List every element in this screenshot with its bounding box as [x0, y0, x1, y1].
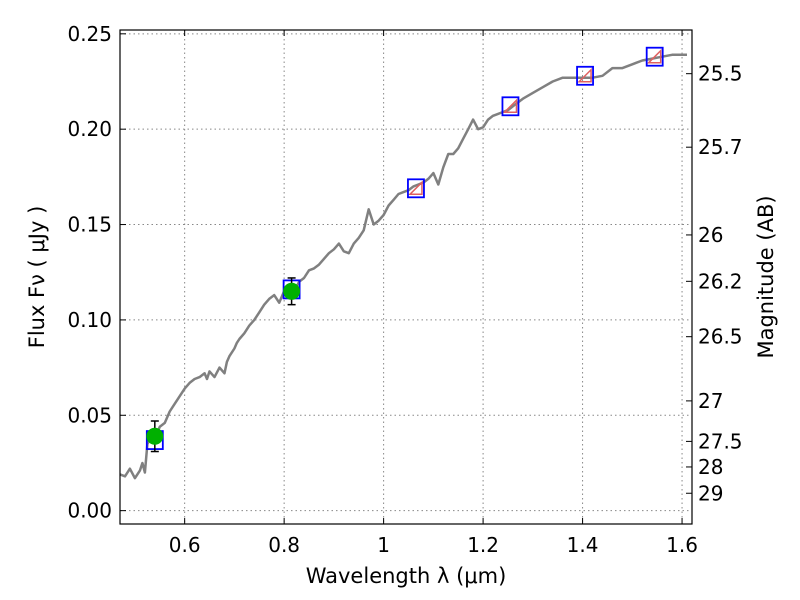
spectrum-series	[119, 53, 687, 480]
magnitude-tick-label: 26	[698, 223, 723, 247]
upper-limit-marker	[502, 98, 518, 114]
x-tick-label: 1.4	[567, 533, 599, 557]
magnitude-tick-label: 27.5	[698, 429, 743, 453]
y-tick-label: 0.10	[67, 308, 112, 332]
magnitude-tick-label: 28	[698, 455, 723, 479]
tick-labels: 0.6 0.8 1 1.2 1.4 1.6 0.00 0.05 0.10 0.15 0.20 0.25…	[67, 22, 742, 557]
model-photometry-box	[501, 96, 520, 117]
grid-lines	[120, 30, 692, 524]
magnitude-tick-label: 29	[698, 481, 723, 505]
y-axis-title: Flux Fν ( μJy )	[25, 206, 49, 349]
plot-frame	[119, 29, 693, 525]
spectrum-line	[119, 53, 687, 480]
magnitude-tick-label: 26.2	[698, 269, 743, 293]
model-photometry-box	[576, 65, 594, 86]
x-tick-label: 1.6	[666, 533, 698, 557]
upper-limit-marker	[408, 180, 423, 196]
magnitude-tick-label: 25.5	[698, 62, 743, 86]
y-tick-label: 0.05	[67, 403, 112, 427]
magnitude-tick-label: 27	[698, 389, 723, 413]
x-tick-label: 1	[377, 533, 390, 557]
x-tick-label: 1.2	[467, 533, 499, 557]
magnitude-tick-label: 25.7	[698, 135, 743, 159]
observed-flux-point	[146, 427, 164, 445]
upper-limit-marker	[577, 67, 592, 83]
x-axis-title: Wavelength λ (μm)	[306, 564, 507, 588]
photometry-points	[145, 46, 664, 453]
axis-ticks	[120, 30, 692, 524]
magnitude-tick-label: 26.5	[698, 325, 743, 349]
observed-flux-point	[283, 282, 301, 300]
upper-limit-marker	[646, 48, 662, 64]
model-photometry-box	[645, 46, 664, 67]
right-axis-title: Magnitude (AB)	[754, 195, 778, 358]
model-photometry-box	[407, 178, 425, 199]
y-tick-label: 0.25	[67, 22, 112, 46]
x-tick-label: 0.6	[169, 533, 201, 557]
y-tick-label: 0.15	[67, 213, 112, 237]
x-tick-label: 0.8	[268, 533, 300, 557]
y-tick-label: 0.20	[67, 117, 112, 141]
y-tick-label: 0.00	[67, 499, 112, 523]
